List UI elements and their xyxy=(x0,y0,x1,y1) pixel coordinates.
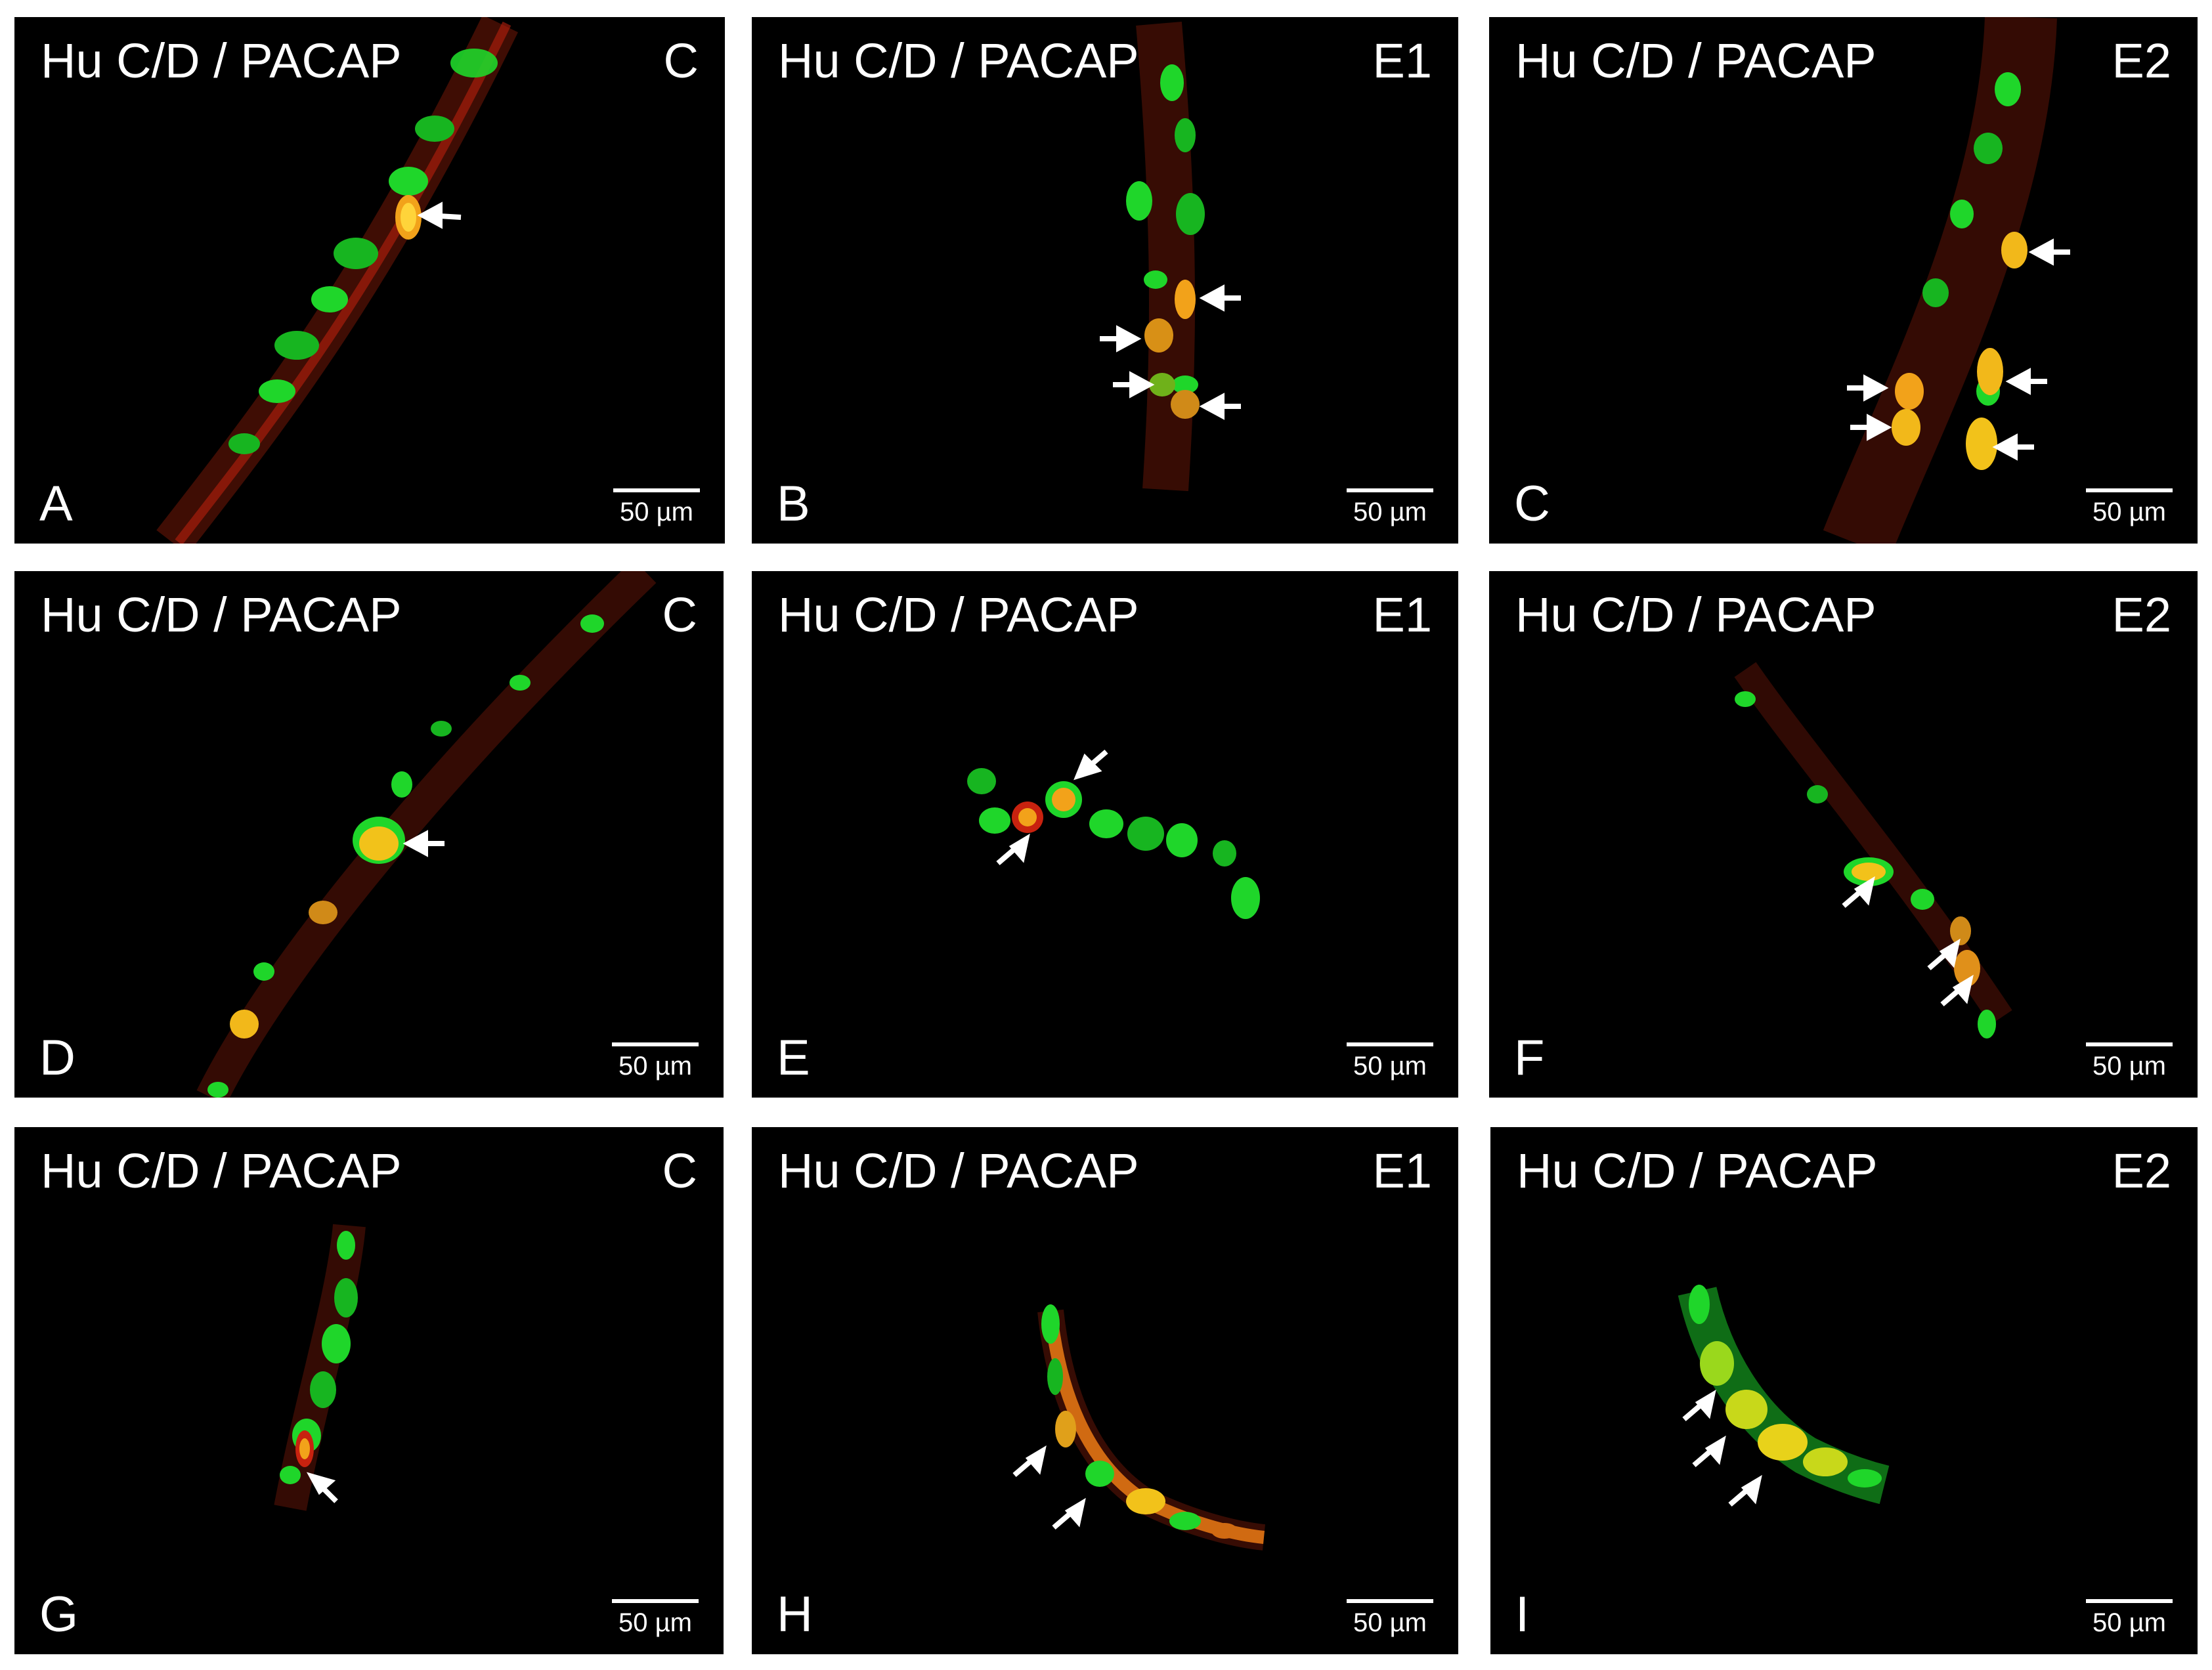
panel-letter: H xyxy=(777,1587,813,1642)
micrograph-image xyxy=(196,571,657,1098)
panel-letter: C xyxy=(1514,476,1550,532)
panel-d: Hu C/D / PACAP C D 50 µm xyxy=(14,571,724,1098)
scale-bar-line xyxy=(1347,1599,1433,1603)
scale-bar-label: 50 µm xyxy=(1353,1608,1427,1637)
stain-label: Hu C/D / PACAP xyxy=(41,588,402,642)
stain-label: Hu C/D / PACAP xyxy=(41,1144,402,1198)
panel-g: Hu C/D / PACAP C G 50 µm xyxy=(14,1127,724,1654)
scale-bar: 50 µm xyxy=(2086,1599,2173,1636)
scale-bar-line xyxy=(2086,1599,2173,1603)
micrograph-image xyxy=(1100,22,1241,492)
group-label: C xyxy=(663,33,699,88)
panel-c: Hu C/D / PACAP E2 C 50 µm xyxy=(1489,17,2198,544)
scale-bar-line xyxy=(2086,1042,2173,1046)
group-label: C xyxy=(662,588,697,642)
scale-bar-line xyxy=(2086,488,2173,492)
panel-a: Hu C/D / PACAP C A 50 µm xyxy=(14,17,725,544)
stain-label: Hu C/D / PACAP xyxy=(778,33,1139,88)
stain-label: Hu C/D / PACAP xyxy=(778,1144,1139,1198)
panel-letter: F xyxy=(1514,1030,1545,1086)
scale-bar: 50 µm xyxy=(612,1599,699,1636)
micrograph-image xyxy=(156,17,518,544)
panel-e: Hu C/D / PACAP E1 E 50 µm xyxy=(752,571,1458,1098)
stain-label: Hu C/D / PACAP xyxy=(778,588,1139,642)
group-label: E1 xyxy=(1372,588,1432,642)
micrograph-image xyxy=(1734,662,2012,1038)
micrograph-image xyxy=(1678,1285,1890,1507)
group-label: E2 xyxy=(2112,1144,2171,1198)
panel-letter: A xyxy=(39,476,73,532)
scale-bar-line xyxy=(613,488,700,492)
scale-bar-label: 50 µm xyxy=(2093,1608,2166,1637)
group-label: E2 xyxy=(2112,588,2171,642)
micrograph-image xyxy=(967,749,1260,919)
panel-letter: G xyxy=(39,1587,79,1642)
scale-bar: 50 µm xyxy=(1347,488,1433,525)
group-label: E1 xyxy=(1372,1144,1432,1198)
panel-i: Hu C/D / PACAP E2 I 50 µm xyxy=(1490,1127,2198,1654)
scale-bar: 50 µm xyxy=(2086,488,2173,525)
scale-bar: 50 µm xyxy=(612,1042,699,1079)
scale-bar-label: 50 µm xyxy=(1353,1052,1427,1081)
stain-label: Hu C/D / PACAP xyxy=(1515,33,1876,88)
stain-label: Hu C/D / PACAP xyxy=(41,33,402,88)
scale-bar-line xyxy=(1347,1042,1433,1046)
scale-bar-line xyxy=(1347,488,1433,492)
stain-label: Hu C/D / PACAP xyxy=(1515,588,1876,642)
micrograph-image xyxy=(1012,1304,1266,1551)
panel-f: Hu C/D / PACAP E2 F 50 µm xyxy=(1489,571,2198,1098)
group-label: E1 xyxy=(1372,33,1432,88)
panel-letter: B xyxy=(777,476,810,532)
scale-bar-line xyxy=(612,1042,699,1046)
scale-bar-line xyxy=(612,1599,699,1603)
scale-bar: 50 µm xyxy=(613,488,700,525)
micrograph-image xyxy=(274,1224,366,1511)
panel-letter: D xyxy=(39,1030,76,1086)
scale-bar-label: 50 µm xyxy=(1353,498,1427,526)
panel-letter: I xyxy=(1515,1587,1530,1642)
scale-bar-label: 50 µm xyxy=(2093,498,2166,526)
panel-h: Hu C/D / PACAP E1 H 50 µm xyxy=(752,1127,1458,1654)
stain-label: Hu C/D / PACAP xyxy=(1517,1144,1878,1198)
panel-b: Hu C/D / PACAP E1 B 50 µm xyxy=(752,17,1458,544)
scale-bar-label: 50 µm xyxy=(618,1052,692,1081)
group-label: C xyxy=(662,1144,697,1198)
group-label: E2 xyxy=(2112,33,2171,88)
micrograph-image xyxy=(1823,17,2070,544)
scale-bar-label: 50 µm xyxy=(618,1608,692,1637)
panel-letter: E xyxy=(777,1030,810,1086)
scale-bar: 50 µm xyxy=(2086,1042,2173,1079)
scale-bar-label: 50 µm xyxy=(2093,1052,2166,1081)
scale-bar-label: 50 µm xyxy=(620,498,693,526)
scale-bar: 50 µm xyxy=(1347,1599,1433,1636)
scale-bar: 50 µm xyxy=(1347,1042,1433,1079)
